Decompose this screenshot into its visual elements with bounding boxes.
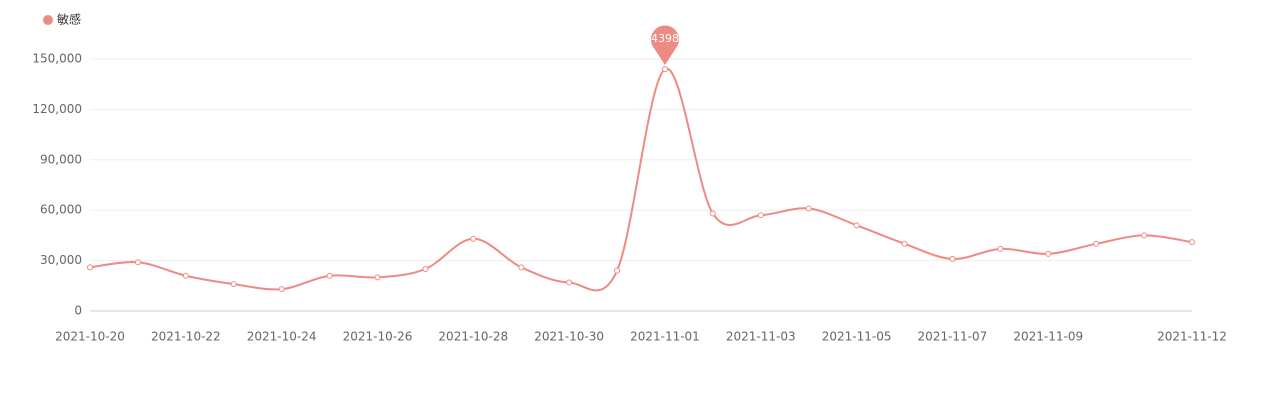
data-point: [182, 272, 189, 279]
x-tick-label: 2021-11-09: [1013, 330, 1083, 344]
data-point: [709, 210, 716, 217]
y-tick-label: 120,000: [32, 102, 82, 116]
y-tick-label: 150,000: [32, 52, 82, 66]
data-point: [1189, 239, 1195, 246]
data-point: [374, 274, 381, 281]
y-tick-label: 60,000: [40, 203, 82, 217]
data-point: [853, 222, 860, 229]
max-pin: [650, 25, 679, 66]
y-tick-label: 30,000: [40, 253, 82, 267]
data-point: [326, 272, 333, 279]
x-tick-label: 2021-10-28: [438, 330, 508, 344]
data-point: [566, 279, 573, 286]
data-point: [901, 240, 908, 247]
data-point: [518, 264, 525, 271]
data-point: [805, 205, 812, 212]
y-tick-label: 0: [74, 304, 82, 318]
data-point: [661, 66, 668, 73]
data-point: [230, 281, 237, 288]
data-point: [422, 266, 429, 272]
x-tick-label: 2021-11-12: [1157, 330, 1227, 344]
x-tick-label: 2021-11-03: [726, 330, 796, 344]
x-tick-label: 2021-10-20: [55, 330, 125, 344]
data-point: [278, 286, 285, 293]
x-tick-label: 2021-10-24: [247, 330, 317, 344]
max-label: 143984: [644, 32, 686, 45]
x-tick-label: 2021-10-26: [343, 330, 413, 344]
data-point: [470, 235, 477, 242]
data-point: [134, 259, 141, 266]
x-tick-label: 2021-10-22: [151, 330, 221, 344]
x-tick-label: 2021-11-05: [822, 330, 892, 344]
data-point: [1141, 232, 1148, 239]
x-tick-label: 2021-11-01: [630, 330, 700, 344]
legend-label: 敏感: [57, 12, 81, 27]
x-tick-label: 2021-10-30: [534, 330, 604, 344]
data-point: [757, 212, 764, 219]
x-tick-label: 2021-11-07: [918, 330, 988, 344]
data-point: [87, 264, 93, 271]
data-point: [1093, 240, 1100, 247]
data-point: [1045, 250, 1052, 257]
data-point: [997, 245, 1004, 252]
data-point: [614, 267, 621, 274]
y-tick-label: 90,000: [40, 152, 82, 166]
series-line: [89, 68, 1193, 292]
legend-marker: [43, 15, 53, 25]
data-point: [949, 255, 956, 262]
